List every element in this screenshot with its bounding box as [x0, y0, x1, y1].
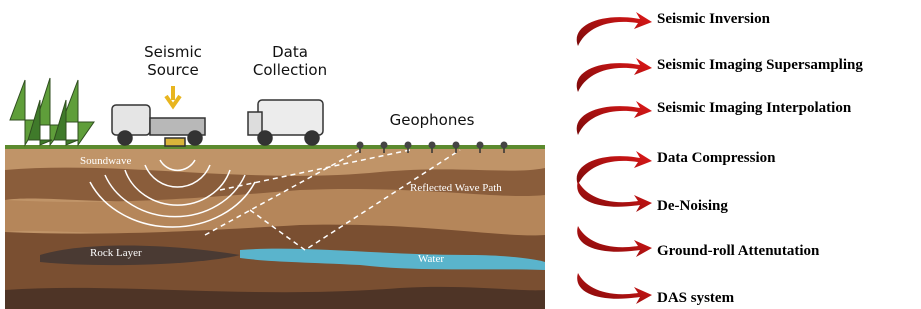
application-label: Seismic Imaging Interpolation: [657, 100, 852, 116]
label-line: Seismic: [144, 43, 202, 61]
application-label: Data Compression: [657, 150, 776, 166]
grass: [5, 145, 545, 149]
rock-layer-label: Rock Layer: [90, 247, 142, 259]
geophones-label: Geophones: [390, 111, 475, 129]
application-label: DAS system: [657, 290, 735, 306]
truck: [112, 86, 205, 146]
geophone: [405, 142, 412, 149]
application-label: Seismic Inversion: [657, 11, 771, 27]
arrow: [577, 151, 652, 185]
application-label: Ground-roll Attenutation: [657, 243, 820, 259]
soundwave-label: Soundwave: [80, 155, 131, 167]
geophone: [501, 142, 508, 149]
label-line: Source: [147, 61, 199, 79]
arrow: [577, 181, 652, 212]
geophone: [477, 142, 484, 149]
arrow: [577, 226, 652, 257]
geophone: [381, 142, 388, 149]
arrow: [577, 101, 652, 135]
label-line: Collection: [253, 61, 327, 79]
water-label: Water: [418, 253, 444, 265]
arrow: [577, 12, 652, 46]
applications: Seismic Inversion Seismic Imaging Supersa…: [577, 11, 864, 306]
geophone: [429, 142, 436, 149]
reflected-wave-label: Reflected Wave Path: [410, 182, 502, 194]
label-line: Data: [272, 43, 308, 61]
application-label: Seismic Imaging Supersampling: [657, 57, 863, 73]
geophone: [453, 142, 460, 149]
arrow: [577, 273, 652, 304]
van: [248, 100, 323, 145]
trees: [10, 78, 94, 145]
geophone: [357, 142, 364, 149]
page: SeismicSource DataCollection Geophones S…: [0, 0, 921, 309]
application-label: De-Noising: [657, 198, 728, 214]
arrow: [577, 58, 652, 92]
